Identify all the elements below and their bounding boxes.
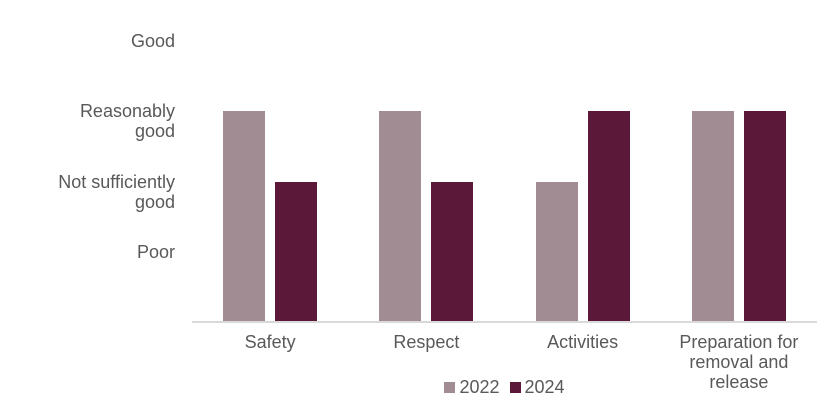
- y-tick-label-text: Poor: [136, 241, 175, 262]
- legend-item-2022: 2022: [444, 377, 500, 398]
- legend-swatch-icon: [509, 382, 521, 393]
- y-tick-label: Poor: [0, 242, 175, 262]
- y-tick-label: Good: [0, 31, 175, 51]
- bar-2022-category-3: [691, 111, 734, 322]
- y-tick-label: Not sufficiently good: [0, 172, 175, 212]
- x-axis-line: [192, 321, 817, 323]
- bar-2024-category-0: [275, 181, 318, 322]
- legend-item-2024: 2024: [509, 377, 565, 398]
- legend-swatch-icon: [444, 382, 456, 393]
- legend-label: 2022: [459, 377, 500, 397]
- bar-2024-category-2: [587, 111, 630, 322]
- y-tick-label-text: Good: [130, 31, 175, 51]
- bar-2022-category-0: [223, 111, 266, 322]
- bar-2024-category-1: [431, 181, 474, 322]
- legend-label: 2024: [524, 377, 565, 397]
- x-category-label: Activities: [547, 332, 619, 352]
- x-category-label: Preparation for removal and release: [679, 332, 799, 392]
- bar-2024-category-3: [743, 111, 786, 322]
- x-category-label: Safety: [244, 332, 296, 352]
- legend: 2022 2024: [192, 377, 817, 398]
- y-tick-label: Reasonably good: [0, 101, 175, 141]
- bar-2022-category-2: [535, 181, 578, 322]
- bar-2022-category-1: [379, 111, 422, 322]
- x-category-label: Respect: [393, 332, 460, 352]
- y-tick-label-text: Reasonably good: [79, 101, 175, 142]
- y-tick-label-text: Not sufficiently good: [58, 171, 175, 212]
